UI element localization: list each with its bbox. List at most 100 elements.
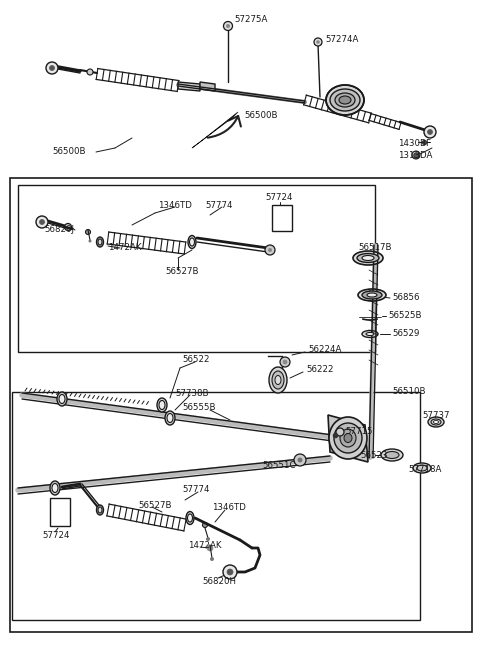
Ellipse shape	[188, 514, 192, 522]
Circle shape	[227, 569, 233, 575]
Text: 56224A: 56224A	[308, 345, 341, 354]
Circle shape	[314, 38, 322, 46]
Text: 56500B: 56500B	[244, 111, 277, 121]
Ellipse shape	[96, 237, 104, 247]
Circle shape	[36, 216, 48, 228]
Bar	[272, 205, 292, 231]
Circle shape	[316, 40, 320, 44]
Ellipse shape	[52, 483, 58, 493]
Circle shape	[207, 545, 213, 551]
Ellipse shape	[362, 255, 374, 261]
Bar	[50, 498, 70, 526]
Ellipse shape	[330, 89, 360, 111]
Text: 57274A: 57274A	[325, 35, 359, 45]
Ellipse shape	[433, 421, 439, 424]
Circle shape	[88, 240, 92, 242]
Text: 1346TD: 1346TD	[158, 200, 192, 210]
Text: 1472AK: 1472AK	[188, 540, 221, 550]
Circle shape	[412, 151, 420, 159]
Circle shape	[210, 557, 214, 561]
Text: 56500B: 56500B	[52, 147, 85, 157]
Bar	[10, 178, 472, 632]
Text: 1472AK: 1472AK	[108, 244, 142, 252]
Ellipse shape	[98, 239, 102, 245]
Text: 57718A: 57718A	[408, 466, 442, 474]
Circle shape	[283, 360, 287, 364]
Text: 56820J: 56820J	[44, 225, 74, 234]
Ellipse shape	[344, 434, 352, 443]
Circle shape	[280, 357, 290, 367]
Text: 56820H: 56820H	[202, 578, 236, 586]
Ellipse shape	[326, 85, 364, 115]
Circle shape	[206, 537, 210, 541]
Ellipse shape	[329, 417, 367, 459]
Text: 57774: 57774	[182, 485, 209, 495]
Text: 56529: 56529	[392, 329, 420, 339]
Text: 56527B: 56527B	[165, 267, 199, 276]
Ellipse shape	[362, 331, 378, 337]
Circle shape	[87, 69, 93, 75]
Ellipse shape	[339, 96, 351, 104]
Text: 56856: 56856	[392, 293, 420, 303]
Text: 56510B: 56510B	[392, 388, 425, 396]
Ellipse shape	[165, 411, 175, 425]
Text: 57724: 57724	[265, 193, 292, 202]
Ellipse shape	[385, 451, 399, 458]
Circle shape	[49, 66, 55, 71]
Ellipse shape	[57, 392, 67, 406]
Ellipse shape	[417, 465, 427, 471]
Circle shape	[223, 565, 237, 579]
Ellipse shape	[98, 507, 102, 513]
Ellipse shape	[167, 413, 173, 422]
Text: 56527B: 56527B	[138, 500, 171, 510]
Ellipse shape	[59, 394, 65, 403]
Text: 56522: 56522	[182, 356, 209, 364]
Text: 56525B: 56525B	[388, 312, 421, 320]
Ellipse shape	[335, 93, 355, 107]
Circle shape	[203, 523, 207, 527]
Circle shape	[39, 219, 45, 225]
Text: 56222: 56222	[306, 365, 334, 375]
Text: 56523: 56523	[360, 451, 387, 460]
Polygon shape	[328, 415, 368, 462]
Ellipse shape	[357, 253, 379, 263]
Text: 56517B: 56517B	[358, 244, 392, 252]
Ellipse shape	[367, 293, 377, 297]
Text: 57774: 57774	[205, 200, 232, 210]
Polygon shape	[200, 82, 215, 91]
Ellipse shape	[340, 429, 356, 447]
Ellipse shape	[159, 400, 165, 409]
Text: 57275A: 57275A	[234, 16, 267, 24]
FancyArrowPatch shape	[208, 116, 241, 138]
Text: 57738B: 57738B	[175, 388, 208, 398]
Text: 57715: 57715	[345, 428, 372, 436]
Ellipse shape	[272, 371, 284, 389]
Circle shape	[85, 229, 91, 234]
Circle shape	[298, 457, 302, 462]
Text: 1430BF: 1430BF	[398, 138, 431, 147]
Ellipse shape	[190, 238, 194, 246]
Text: 1313DA: 1313DA	[398, 151, 432, 160]
Ellipse shape	[353, 251, 383, 265]
Circle shape	[294, 454, 306, 466]
Circle shape	[64, 223, 72, 231]
Ellipse shape	[358, 289, 386, 301]
Text: 57737: 57737	[422, 411, 449, 419]
Circle shape	[265, 245, 275, 255]
Ellipse shape	[413, 463, 431, 473]
Ellipse shape	[381, 449, 403, 461]
Ellipse shape	[96, 505, 104, 515]
Ellipse shape	[334, 423, 362, 453]
Ellipse shape	[50, 481, 60, 495]
Ellipse shape	[157, 398, 167, 412]
Circle shape	[428, 130, 432, 134]
Circle shape	[226, 24, 230, 28]
Ellipse shape	[428, 417, 444, 427]
Ellipse shape	[362, 291, 382, 299]
Text: 57724: 57724	[42, 531, 70, 540]
Ellipse shape	[366, 333, 374, 335]
Circle shape	[268, 248, 272, 252]
Text: 56551C: 56551C	[262, 460, 296, 470]
Ellipse shape	[186, 512, 194, 525]
Polygon shape	[192, 112, 238, 148]
